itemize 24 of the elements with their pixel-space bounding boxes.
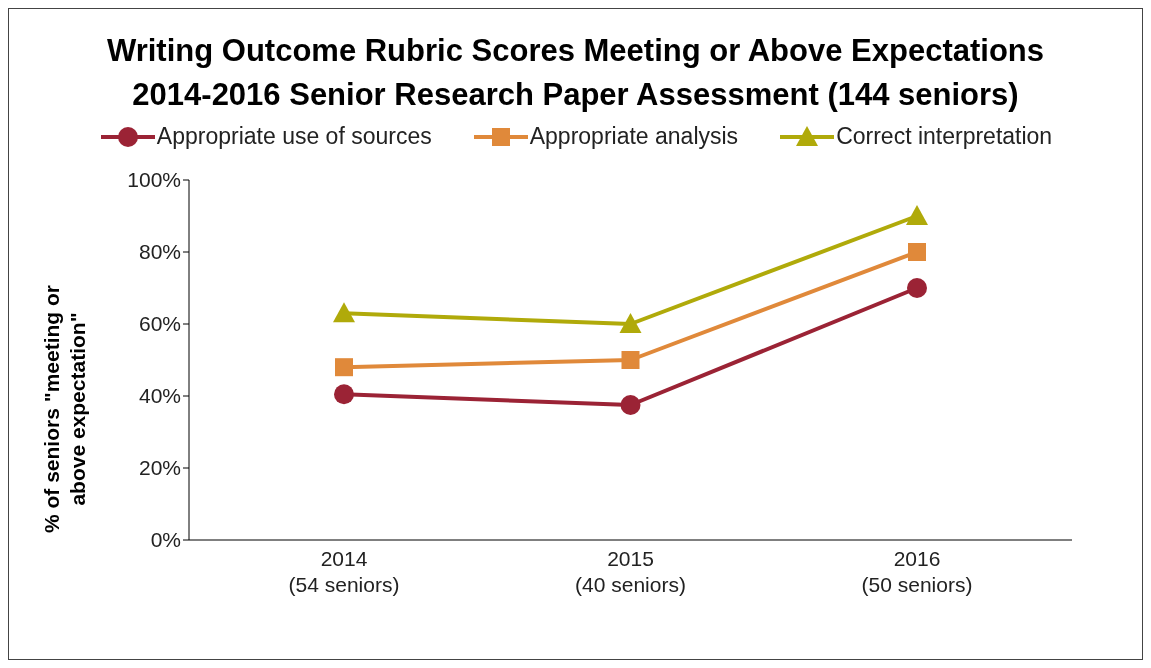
legend-label: Appropriate analysis [529, 123, 739, 150]
x-tick-label: 2014 (54 seniors) [288, 547, 400, 596]
point [906, 205, 928, 225]
legend-label: Appropriate use of sources [156, 123, 432, 150]
point [335, 358, 353, 377]
point [620, 395, 641, 415]
y-tick-label: 100% [127, 168, 181, 192]
chart-title: Writing Outcome Rubric Scores Meeting or Above Expectations [105, 32, 1046, 70]
x-tick-label: 2015 (40 seniors) [575, 547, 686, 596]
legend-label: Correct interpretation [836, 123, 1053, 150]
point [333, 302, 355, 323]
point [334, 384, 354, 405]
x-tick-label: 2016 (50 seniors) [861, 547, 973, 596]
point [619, 313, 642, 333]
y-axis-title: % of seniors "meeting or above expectation" [40, 284, 89, 534]
y-tick-label: 0% [150, 528, 181, 552]
y-tick-label: 60% [138, 312, 181, 336]
y-tick-label: 80% [138, 240, 181, 264]
point [907, 278, 927, 298]
chart-subtitle: 2014-2016 Senior Research Paper Assessment (144 seniors) [131, 76, 1020, 114]
y-tick-label: 40% [138, 384, 181, 408]
point [621, 351, 640, 369]
y-tick-label: 20% [138, 456, 181, 480]
point [908, 243, 926, 261]
